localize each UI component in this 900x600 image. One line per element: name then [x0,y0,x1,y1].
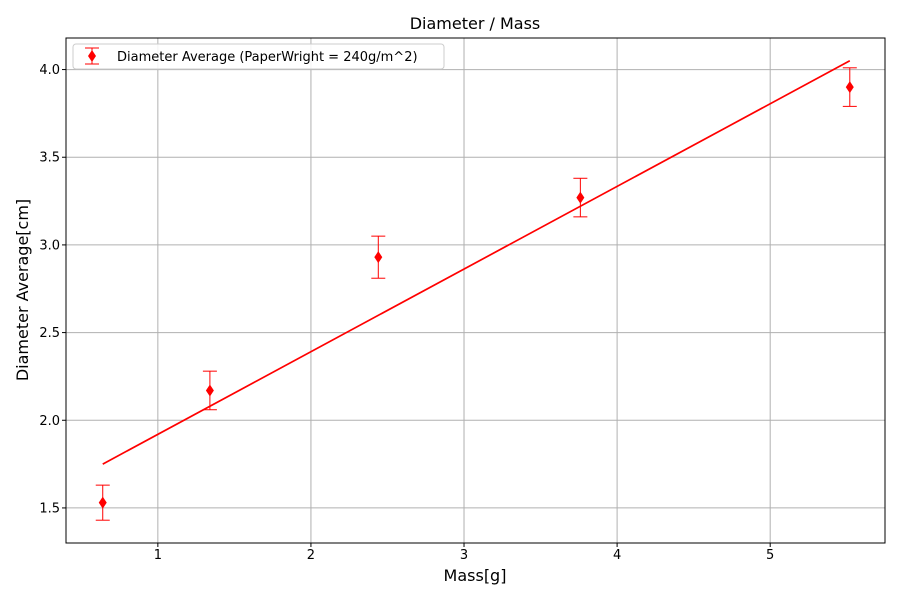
legend-marker-icon [85,47,99,65]
x-axis-title: Mass[g] [444,566,507,585]
data-point [95,484,110,521]
data-points [95,67,857,521]
diamond-marker [98,496,107,509]
data-point [202,370,217,411]
data-point [371,235,386,279]
y-tick-label: 3.5 [39,151,60,166]
y-tick-label: 3.0 [39,238,60,253]
fit-line [102,60,851,465]
grid [66,38,885,543]
y-axis-title: Diameter Average[cm] [13,199,32,381]
legend-box [72,43,445,70]
legend: Diameter Average (PaperWright = 240g/m^2… [72,43,445,70]
diamond-marker [205,384,214,397]
data-point [842,67,857,107]
x-tick-label: 1 [154,548,162,563]
legend-diamond-marker [88,50,96,62]
fit-line-group [102,60,851,465]
legend-label: Diameter Average (PaperWright = 240g/m^2… [117,50,418,65]
y-tick-label: 2.0 [39,414,60,429]
x-tick-label: 5 [766,548,774,563]
data-point [573,177,588,218]
ticks: 1 2 3 4 5 1.5 2.0 2.5 3.0 3.5 4.0 [39,63,774,563]
diamond-marker [374,251,383,264]
plot-frame [65,37,886,544]
y-tick-label: 4.0 [39,63,60,78]
chart-title: Diameter / Mass [410,14,541,33]
x-tick-label: 4 [613,548,621,563]
y-tick-label: 2.5 [39,326,60,341]
diamond-marker [576,191,585,204]
x-tick-label: 3 [460,548,468,563]
diamond-marker [845,81,854,94]
x-tick-label: 2 [307,548,315,563]
y-tick-label: 1.5 [39,501,60,516]
